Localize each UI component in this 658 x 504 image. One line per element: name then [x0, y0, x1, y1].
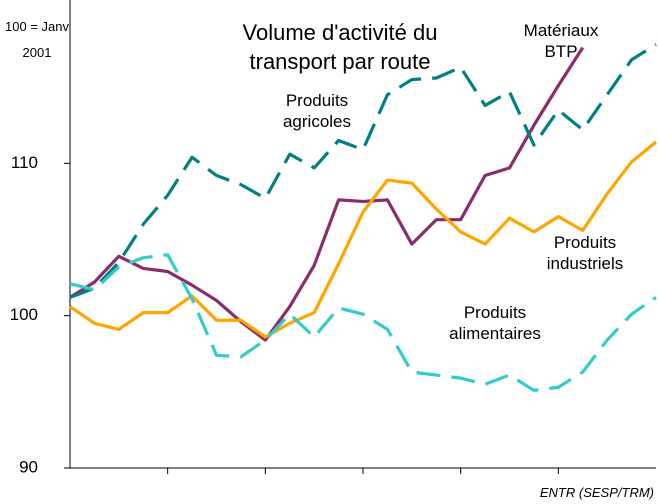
y-tick-label: 90: [19, 457, 38, 476]
series-label: Produits industriels: [546, 233, 624, 273]
series-label: Produits agricoles: [282, 91, 352, 131]
series-label: Produits alimentaires: [449, 303, 541, 343]
series-line: [69, 140, 658, 339]
series-line: [69, 253, 657, 392]
source: ENTR (SESP/TRM): [539, 485, 654, 500]
y-tick-label: 110: [11, 153, 38, 172]
chart-title: Volume d'activité du transport par route: [242, 20, 438, 74]
series-label: Matériaux BTP: [523, 21, 599, 61]
series-line: [69, 46, 585, 342]
y-unit-note: 100 = Janv 2001: [5, 19, 69, 60]
y-tick-label: 100: [10, 305, 38, 324]
series-line: [69, 43, 657, 299]
